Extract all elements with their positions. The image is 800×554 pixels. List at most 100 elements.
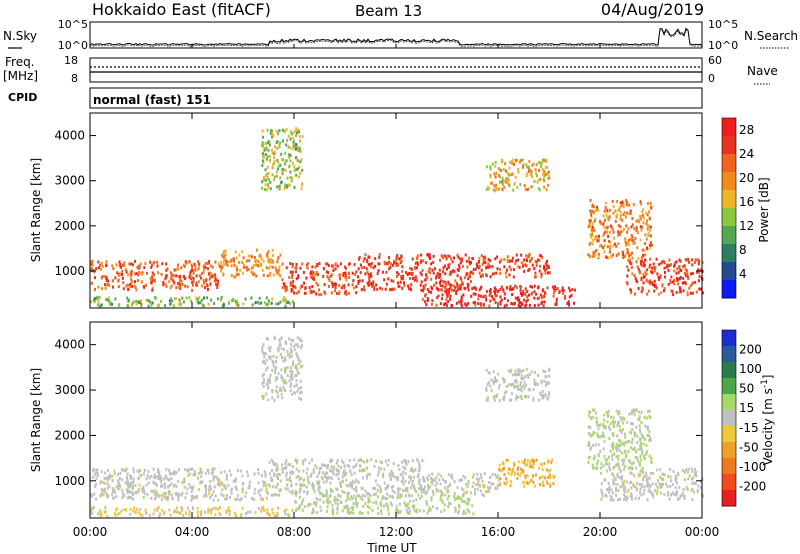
echo-cell [608, 240, 610, 243]
echo-cell [296, 383, 298, 386]
echo-cell [680, 269, 682, 272]
echo-cell [506, 385, 508, 388]
echo-cell [592, 255, 594, 258]
echo-cell [697, 484, 699, 487]
echo-cell [639, 431, 641, 434]
echo-cell [399, 488, 401, 491]
echo-cell [296, 343, 298, 346]
echo-cell [611, 488, 613, 491]
echo-cell [517, 466, 519, 469]
echo-cell [127, 481, 129, 484]
echo-cell [224, 498, 226, 501]
echo-cell [677, 472, 679, 475]
echo-cell [407, 273, 409, 276]
echo-cell [127, 472, 129, 475]
echo-cell [644, 259, 646, 262]
echo-cell [422, 289, 424, 292]
echo-cell [335, 267, 337, 270]
echo-cell [608, 482, 610, 485]
echo-cell [515, 378, 517, 381]
echo-cell [198, 488, 200, 491]
echo-cell [117, 513, 119, 516]
echo-cell [617, 463, 619, 466]
echo-cell [301, 391, 303, 394]
echo-cell [647, 434, 649, 437]
echo-cell [634, 448, 636, 451]
echo-cell [431, 473, 433, 476]
echo-cell [272, 511, 274, 514]
echo-cell [489, 486, 491, 489]
echo-cell [220, 493, 222, 496]
echo-cell [152, 513, 154, 516]
echo-cell [143, 496, 145, 499]
echo-cell [133, 506, 135, 509]
echo-cell [509, 266, 511, 269]
echo-cell [352, 508, 354, 511]
echo-cell [215, 277, 217, 280]
echo-cell [265, 153, 267, 156]
echo-cell [279, 387, 281, 390]
echo-cell [642, 467, 644, 470]
echo-cell [589, 448, 591, 451]
echo-cell [658, 483, 660, 486]
echo-cell [118, 278, 120, 281]
echo-cell [488, 381, 490, 384]
echo-cell [639, 415, 641, 418]
echo-cell [644, 425, 646, 428]
echo-cell [276, 170, 278, 173]
echo-cell [485, 299, 487, 302]
echo-cell [654, 280, 656, 283]
echo-cell [384, 261, 386, 264]
echo-cell [333, 466, 335, 469]
echo-cell [394, 288, 396, 291]
echo-cell [529, 304, 531, 307]
echo-cell [601, 492, 603, 495]
nave-tick-top: 60 [708, 54, 722, 67]
echo-cell [369, 500, 371, 503]
echo-cell [373, 286, 375, 289]
echo-cell [221, 488, 223, 491]
echo-cell [552, 286, 554, 289]
echo-cell [95, 498, 97, 501]
echo-cell [208, 489, 210, 492]
echo-cell [510, 484, 512, 487]
echo-cell [619, 233, 621, 236]
echo-cell [156, 484, 158, 487]
echo-cell [634, 434, 636, 437]
echo-cell [627, 227, 629, 230]
echo-cell [650, 246, 652, 249]
echo-cell [301, 158, 303, 161]
echo-cell [211, 472, 213, 475]
echo-cell [109, 303, 111, 306]
echo-cell [392, 485, 394, 488]
echo-cell [219, 506, 221, 509]
echo-cell [649, 244, 651, 247]
echo-cell [603, 214, 605, 217]
echo-cell [292, 361, 294, 364]
echo-cell [104, 477, 106, 480]
echo-cell [194, 470, 196, 473]
echo-cell [301, 169, 303, 172]
echo-cell [513, 302, 515, 305]
echo-cell [303, 490, 305, 493]
y-tick-label: 2000 [54, 428, 85, 442]
echo-cell [225, 260, 227, 263]
echo-cell [490, 167, 492, 170]
echo-cell [180, 266, 182, 269]
echo-cell [245, 298, 247, 301]
echo-cell [526, 174, 528, 177]
x-tick-label: 00:00 [73, 525, 108, 539]
echo-cell [616, 434, 618, 437]
echo-cell [311, 265, 313, 268]
echo-cell [695, 259, 697, 262]
echo-cell [630, 487, 632, 490]
echo-cell [229, 470, 231, 473]
echo-cell [402, 275, 404, 278]
echo-cell [519, 369, 521, 372]
velocity-y-label: Slant Range [km] [29, 368, 43, 472]
echo-cell [465, 254, 467, 257]
echo-cell [542, 173, 544, 176]
echo-cell [515, 159, 517, 162]
echo-cell [640, 217, 642, 220]
echo-cell [418, 494, 420, 497]
